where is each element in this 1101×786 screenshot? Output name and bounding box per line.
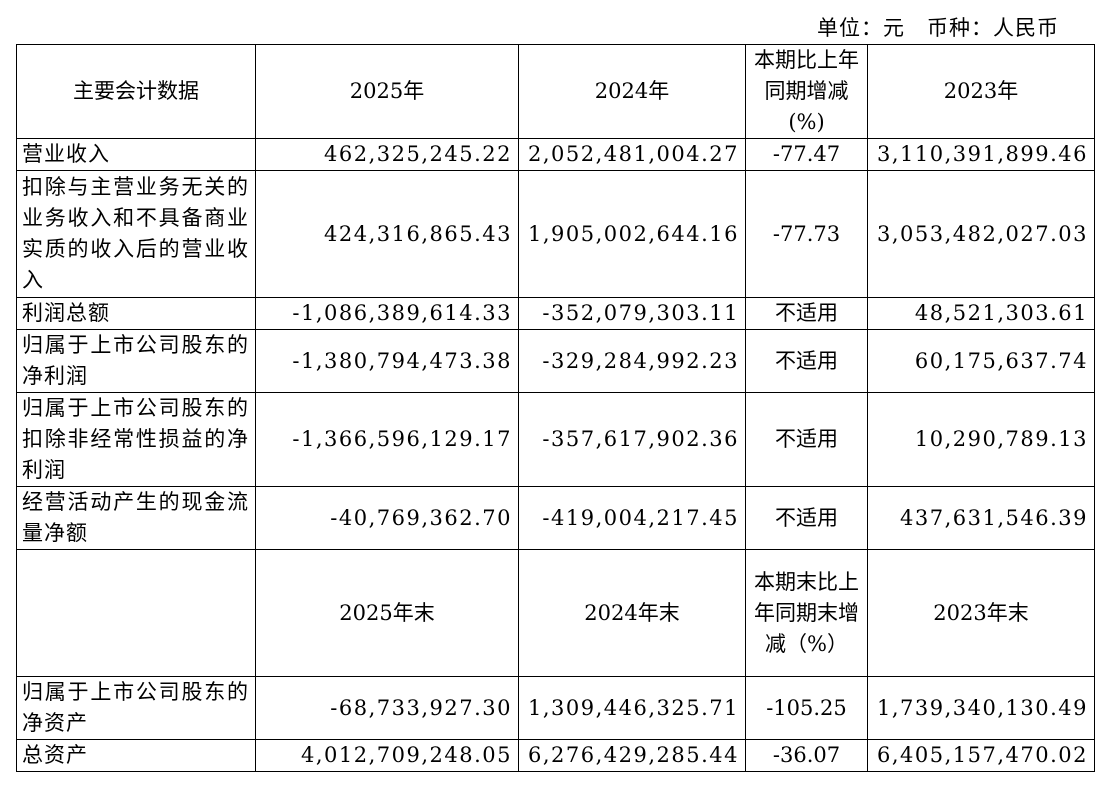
table-cell: 10,290,789.13	[867, 392, 1095, 487]
table-cell: 不适用	[745, 486, 868, 550]
table-row: 扣除与主营业务无关的业务收入和不具备商业实质的收入后的营业收入 424,316,8…	[16, 170, 1095, 298]
table-row: 主要会计数据 2025年 2024年 本期比上年同期增减(%) 2023年	[16, 44, 1095, 139]
table-cell: -105.25	[745, 676, 868, 740]
row-label: 利润总额	[16, 297, 256, 330]
table-cell: 1,309,446,325.71	[518, 676, 746, 740]
table-cell: 462,325,245.22	[255, 138, 519, 171]
table-cell: -1,366,596,129.17	[255, 392, 519, 487]
table-row: 总资产 4,012,709,248.05 6,276,429,285.44 -36.0…	[16, 739, 1095, 772]
table-cell: 424,316,865.43	[255, 170, 519, 298]
table-cell: 3,110,391,899.46	[867, 138, 1095, 171]
table-row: 2025年末 2024年末 本期末比上年同期末增减（%） 2023年末	[16, 549, 1095, 677]
row-label: 总资产	[16, 739, 256, 772]
row-label: 营业收入	[16, 138, 256, 171]
table-cell: 不适用	[745, 297, 868, 330]
table-cell: -419,004,217.45	[518, 486, 746, 550]
table-cell: -1,086,389,614.33	[255, 297, 519, 330]
table-cell: -36.07	[745, 739, 868, 772]
table-cell: 2,052,481,004.27	[518, 138, 746, 171]
header-cell: 主要会计数据	[16, 44, 256, 139]
table-cell: -77.73	[745, 170, 868, 298]
header-cell: 2025年末	[255, 549, 519, 677]
table-cell: -357,617,902.36	[518, 392, 746, 487]
header-cell: 2023年	[867, 44, 1095, 139]
row-label: 归属于上市公司股东的扣除非经常性损益的净利润	[16, 392, 256, 487]
data-table: 主要会计数据 2025年 2024年 本期比上年同期增减(%) 2023年 营业收入 462…	[16, 44, 1095, 772]
table-cell: 4,012,709,248.05	[255, 739, 519, 772]
table-cell: 3,053,482,027.03	[867, 170, 1095, 298]
table-cell: 不适用	[745, 329, 868, 393]
table-cell: 1,739,340,130.49	[867, 676, 1095, 740]
header-cell: 2023年末	[867, 549, 1095, 677]
table-row: 归属于上市公司股东的净资产 -68,733,927.30 1,309,446,325…	[16, 676, 1095, 740]
header-cell: 2025年	[255, 44, 519, 139]
table-cell: -40,769,362.70	[255, 486, 519, 550]
row-label: 扣除与主营业务无关的业务收入和不具备商业实质的收入后的营业收入	[16, 170, 256, 298]
table-row: 营业收入 462,325,245.22 2,052,481,004.27 -77.47…	[16, 138, 1095, 171]
table-row: 归属于上市公司股东的扣除非经常性损益的净利润 -1,366,596,129.17-…	[16, 392, 1095, 487]
table-cell: 60,175,637.74	[867, 329, 1095, 393]
table-cell: 6,276,429,285.44	[518, 739, 746, 772]
unit-line: 单位：元 币种：人民币	[817, 16, 1059, 40]
table-row: 归属于上市公司股东的净利润 -1,380,794,473.38 -329,284,9…	[16, 329, 1095, 393]
table-cell: -329,284,992.23	[518, 329, 746, 393]
header-cell	[16, 549, 256, 677]
table-cell: -68,733,927.30	[255, 676, 519, 740]
table-cell: -352,079,303.11	[518, 297, 746, 330]
header-cell: 本期比上年同期增减(%)	[745, 44, 868, 139]
table-cell: -1,380,794,473.38	[255, 329, 519, 393]
table-cell: -77.47	[745, 138, 868, 171]
header-cell: 2024年	[518, 44, 746, 139]
table-cell: 1,905,002,644.16	[518, 170, 746, 298]
header-cell: 2024年末	[518, 549, 746, 677]
row-label: 归属于上市公司股东的净资产	[16, 676, 256, 740]
table-cell: 不适用	[745, 392, 868, 487]
table-row: 经营活动产生的现金流量净额 -40,769,362.70 -419,004,217.…	[16, 486, 1095, 550]
table-cell: 48,521,303.61	[867, 297, 1095, 330]
row-label: 归属于上市公司股东的净利润	[16, 329, 256, 393]
table-cell: 6,405,157,470.02	[867, 739, 1095, 772]
row-label: 经营活动产生的现金流量净额	[16, 486, 256, 550]
table-row: 利润总额 -1,086,389,614.33 -352,079,303.11 不适用 4…	[16, 297, 1095, 330]
header-cell: 本期末比上年同期末增减（%）	[745, 549, 868, 677]
table-cell: 437,631,546.39	[867, 486, 1095, 550]
